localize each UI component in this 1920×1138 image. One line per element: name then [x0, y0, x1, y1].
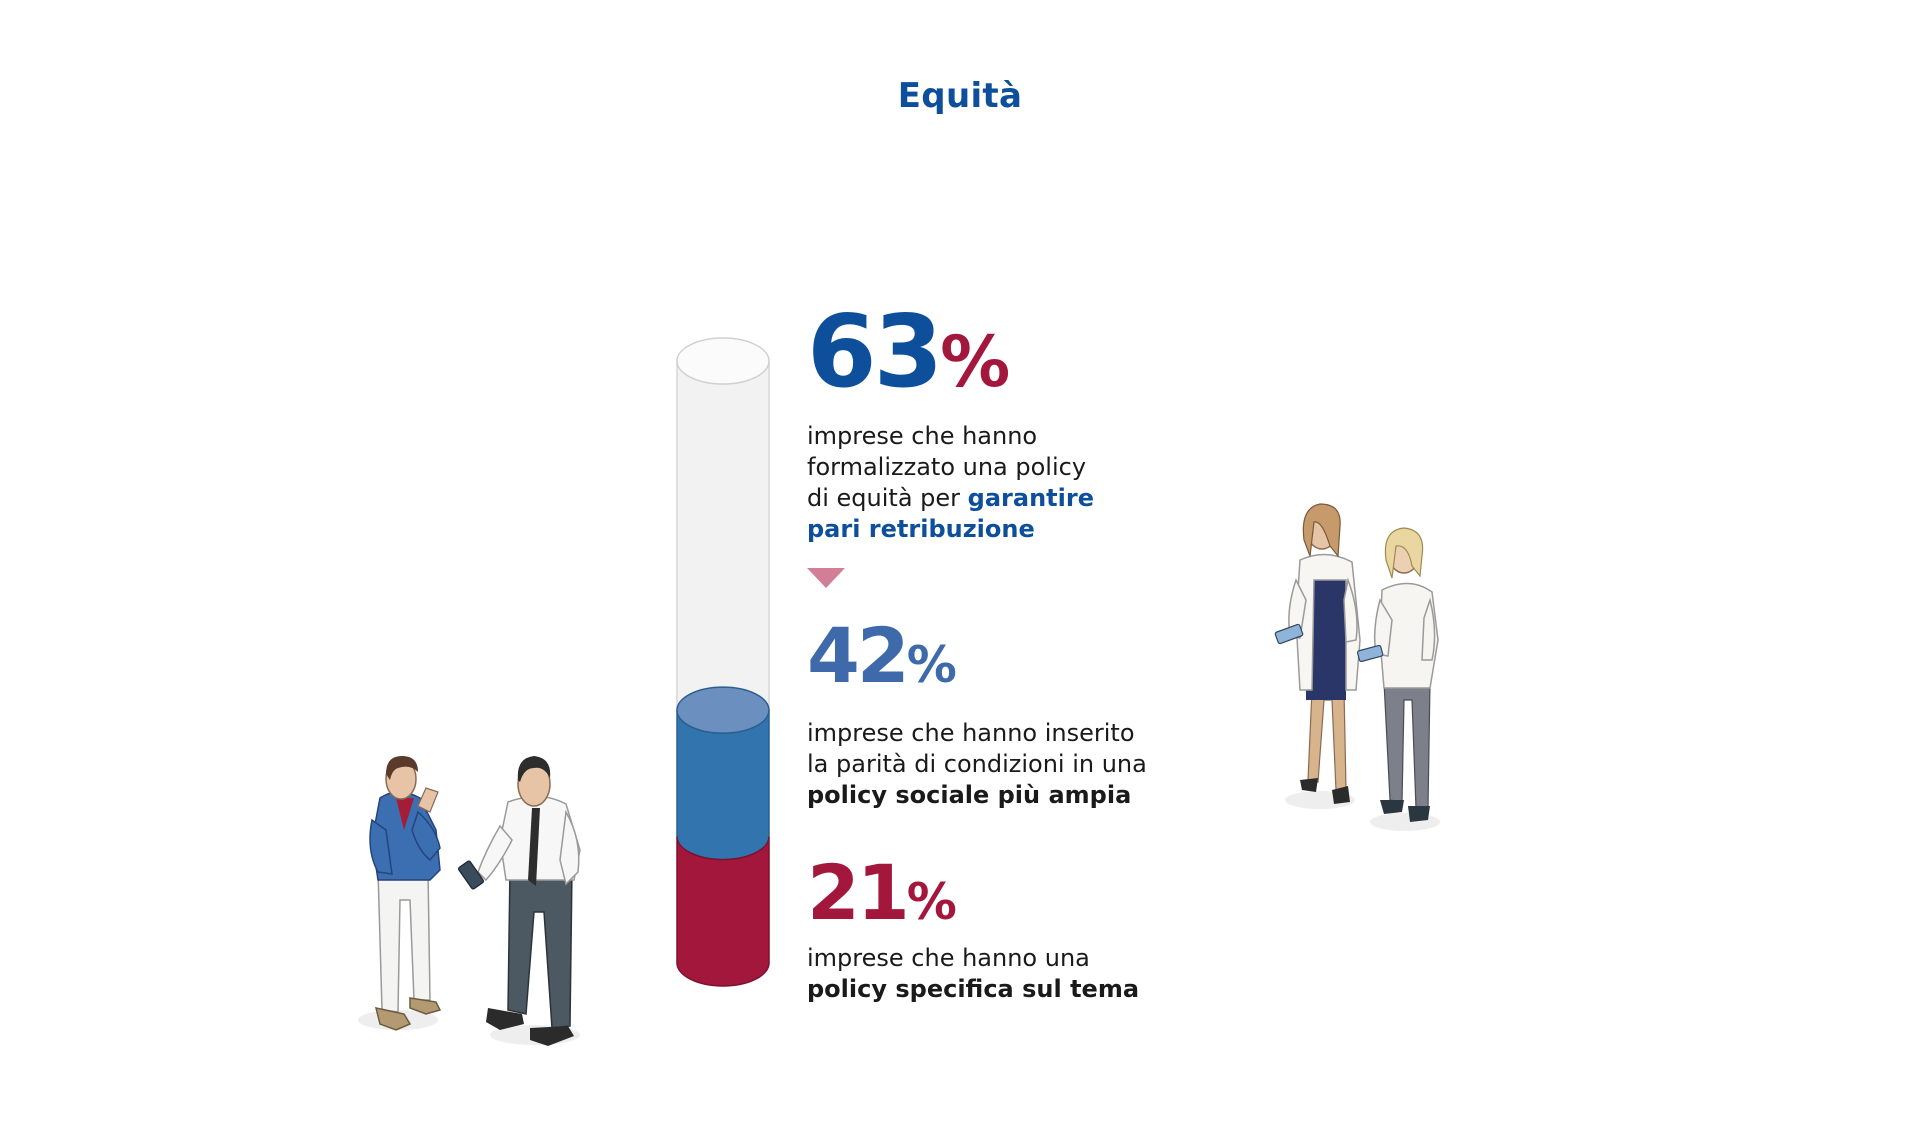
- cylinder-top-rim: [676, 337, 770, 385]
- man-white-shirt-figure: [457, 756, 581, 1046]
- cylinder-liquid-top: [676, 686, 770, 734]
- stat-unit-21: %: [906, 873, 957, 931]
- stat-description-63: imprese che hanno formalizzato una polic…: [807, 421, 1094, 545]
- stat-desc-line: imprese che hanno: [807, 422, 1038, 450]
- woman-lab-coat-figure: [1274, 503, 1361, 809]
- stat-block-63: 63% imprese che hanno formalizzato una p…: [807, 302, 1094, 545]
- people-illustration-left: [358, 756, 581, 1046]
- stat-unit-63: %: [940, 321, 1011, 403]
- stat-desc-bold: policy sociale più ampia: [807, 781, 1132, 809]
- stat-desc-line: formalizzato una policy: [807, 453, 1087, 481]
- stat-unit-42: %: [906, 636, 957, 694]
- stat-desc-text: di equità per: [807, 484, 961, 512]
- stat-block-42: 42% imprese che hanno inserito la parità…: [807, 618, 1147, 811]
- man-blue-jacket-figure: [358, 756, 442, 1031]
- cylinder-bar-21: [676, 836, 770, 987]
- woman-blonde-figure: [1356, 527, 1440, 831]
- stat-desc-bold: policy specifica sul tema: [807, 975, 1140, 1003]
- stat-desc-line: imprese che hanno una: [807, 944, 1090, 972]
- stat-desc-line: imprese che hanno inserito: [807, 719, 1135, 747]
- stat-block-21: 21% imprese che hanno una policy specifi…: [807, 855, 1139, 1005]
- stat-description-42: imprese che hanno inserito la parità di …: [807, 718, 1147, 811]
- stat-description-21: imprese che hanno una policy specifica s…: [807, 943, 1139, 1005]
- people-illustration-right: [1274, 503, 1440, 831]
- cylinder-chart: [676, 337, 770, 987]
- stat-value-21: 21: [807, 848, 910, 937]
- stat-value-42: 42: [807, 611, 910, 700]
- down-arrow-icon: [807, 568, 845, 588]
- cylinder-empty-segment: [676, 360, 770, 734]
- stat-value-63: 63: [807, 293, 943, 410]
- stat-desc-line: di equità per garantire: [807, 483, 1094, 514]
- stat-desc-highlight: pari retribuzione: [807, 515, 1035, 543]
- stat-desc-line: la parità di condizioni in una: [807, 750, 1147, 778]
- stat-desc-highlight: garantire: [967, 484, 1094, 512]
- page-title: Equità: [897, 76, 1023, 116]
